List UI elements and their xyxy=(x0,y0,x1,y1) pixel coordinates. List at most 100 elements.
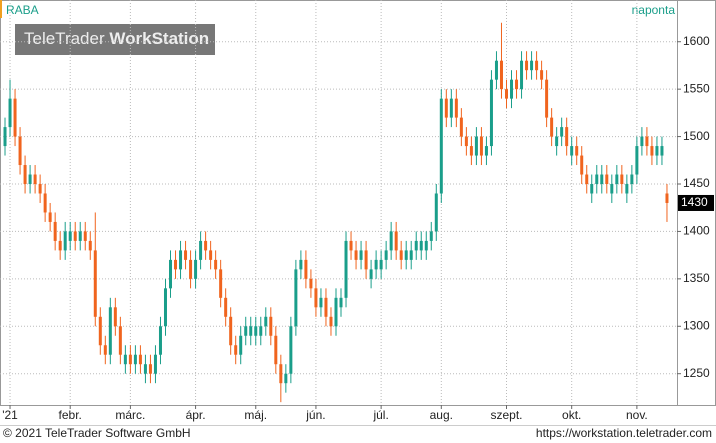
candle-body xyxy=(98,316,102,346)
candle-body xyxy=(138,354,142,365)
candle-body xyxy=(444,98,448,118)
candle-body xyxy=(143,364,147,374)
candle-body xyxy=(404,250,408,260)
candle-body xyxy=(38,184,42,194)
candle-body xyxy=(58,240,62,251)
x-tick-label: okt. xyxy=(562,408,581,422)
candle-body xyxy=(234,345,238,355)
candle-body xyxy=(153,354,157,374)
candle-body xyxy=(494,60,498,80)
x-tick-label: márc. xyxy=(115,408,145,422)
candle-body xyxy=(334,297,338,327)
copyright: © 2021 TeleTrader Software GmbH xyxy=(3,426,191,440)
candle-body xyxy=(174,259,178,270)
candle-body xyxy=(399,250,403,260)
candle-body xyxy=(13,98,17,137)
candle-body xyxy=(595,174,599,185)
y-tick-label: 1400 xyxy=(683,224,710,238)
candle-body xyxy=(560,127,564,137)
candle-body xyxy=(279,364,283,384)
candle-body xyxy=(660,146,664,156)
candle-body xyxy=(525,60,529,71)
candle-body xyxy=(68,231,72,241)
candle-body xyxy=(324,297,328,317)
candle-body xyxy=(535,60,539,71)
candle-body xyxy=(254,326,258,336)
y-tick-label: 1450 xyxy=(683,176,710,190)
x-tick-label: ápr. xyxy=(186,408,206,422)
candle-body xyxy=(163,288,167,327)
candle-body xyxy=(179,250,183,270)
candle-body xyxy=(504,89,508,99)
candle-body xyxy=(73,231,77,241)
candle-body xyxy=(33,174,37,185)
x-tick-label: jún. xyxy=(305,408,325,422)
period: naponta xyxy=(632,3,676,17)
candle-body xyxy=(349,240,353,251)
candle-body xyxy=(113,307,117,327)
candle-body xyxy=(424,240,428,251)
candle-body xyxy=(645,136,649,147)
candle-body xyxy=(249,326,253,336)
x-tick-label: aug. xyxy=(430,408,453,422)
candle-body xyxy=(394,231,398,251)
candle-body xyxy=(469,146,473,156)
candle-body xyxy=(665,193,669,203)
candle-body xyxy=(344,240,348,298)
candle-body xyxy=(184,250,188,260)
candle-body xyxy=(545,79,549,118)
candle-body xyxy=(133,354,137,365)
y-tick-label: 1300 xyxy=(683,318,710,332)
candle-body xyxy=(204,240,208,251)
candle-body xyxy=(239,335,243,355)
candle-body xyxy=(374,259,378,270)
candle-body xyxy=(364,250,368,270)
candle-body xyxy=(289,326,293,374)
candle-body xyxy=(88,240,92,251)
candle-body xyxy=(530,60,534,71)
candle-body xyxy=(194,259,198,279)
candle-body xyxy=(655,146,659,156)
candle-body xyxy=(63,231,67,251)
candle-body xyxy=(384,250,388,260)
watermark-light: TeleTrader xyxy=(24,29,105,48)
url: https://workstation.teletrader.com xyxy=(536,426,712,440)
candle-body xyxy=(108,307,112,355)
symbol-marker xyxy=(0,0,2,18)
candle-body xyxy=(590,184,594,194)
x-tick-label: máj. xyxy=(244,408,267,422)
x-tick-label: júl. xyxy=(372,408,388,422)
candle-body xyxy=(93,250,97,317)
candle-body xyxy=(284,373,288,384)
candle-body xyxy=(43,193,47,213)
candle-body xyxy=(409,250,413,260)
candle-body xyxy=(219,269,223,298)
candle-body xyxy=(570,146,574,156)
candle-body xyxy=(635,146,639,175)
watermark-bold: WorkStation xyxy=(109,29,209,48)
candle-body xyxy=(128,354,132,365)
y-tick-label: 1250 xyxy=(683,366,710,380)
last-price-box xyxy=(678,194,714,211)
x-tick-label: febr. xyxy=(59,408,82,422)
candle-body xyxy=(510,79,514,99)
candle-body xyxy=(299,259,303,270)
last-price-label: 1430 xyxy=(681,195,708,209)
candle-body xyxy=(229,316,233,346)
candle-body xyxy=(585,174,589,185)
candle-body xyxy=(650,146,654,156)
candle-body xyxy=(53,221,57,241)
candle-body xyxy=(379,259,383,270)
candle-body xyxy=(515,79,519,90)
candle-body xyxy=(199,240,203,260)
candle-body xyxy=(339,297,343,308)
candle-body xyxy=(259,326,263,336)
candle-body xyxy=(269,316,273,336)
candle-body xyxy=(565,127,569,147)
candle-body xyxy=(264,316,268,327)
candle-body xyxy=(580,155,584,175)
plot: 1250 1300 1350 1400 1450 1500 1550 1600 '21 febr.… xyxy=(0,0,714,422)
symbol: RABA xyxy=(6,3,39,17)
candle-body xyxy=(479,136,483,156)
